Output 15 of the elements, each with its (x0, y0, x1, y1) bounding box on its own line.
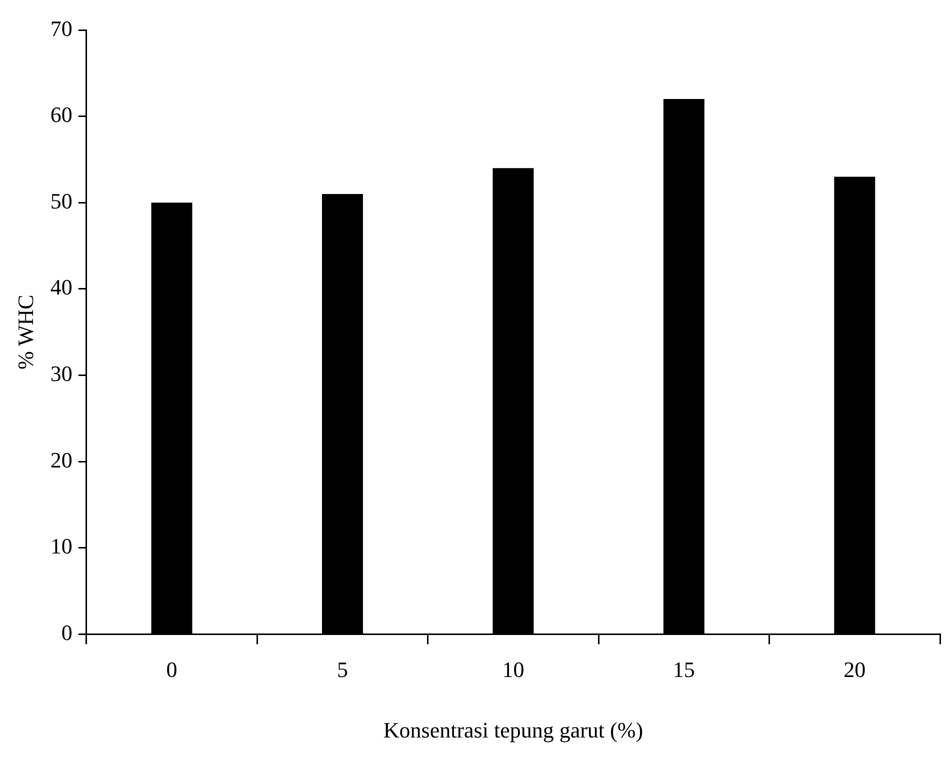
x-tick-label: 0 (166, 657, 178, 682)
x-tick-label: 10 (502, 657, 524, 682)
x-axis-title: Konsentrasi tepung garut (%) (383, 718, 644, 743)
x-tick-label: 20 (844, 657, 866, 682)
x-tick-label: 15 (672, 657, 695, 682)
y-tick-label: 10 (50, 534, 72, 559)
y-tick-label: 60 (50, 102, 72, 128)
y-tick-label: 40 (50, 274, 72, 300)
y-tick-label: 70 (50, 16, 72, 41)
y-axis-title: % WHC (12, 294, 38, 370)
x-tick-label: 5 (336, 657, 348, 682)
y-tick-label: 0 (61, 620, 72, 645)
y-tick-label: 20 (50, 447, 72, 472)
y-tick-label: 30 (50, 361, 72, 386)
y-tick-label: 50 (50, 188, 72, 214)
